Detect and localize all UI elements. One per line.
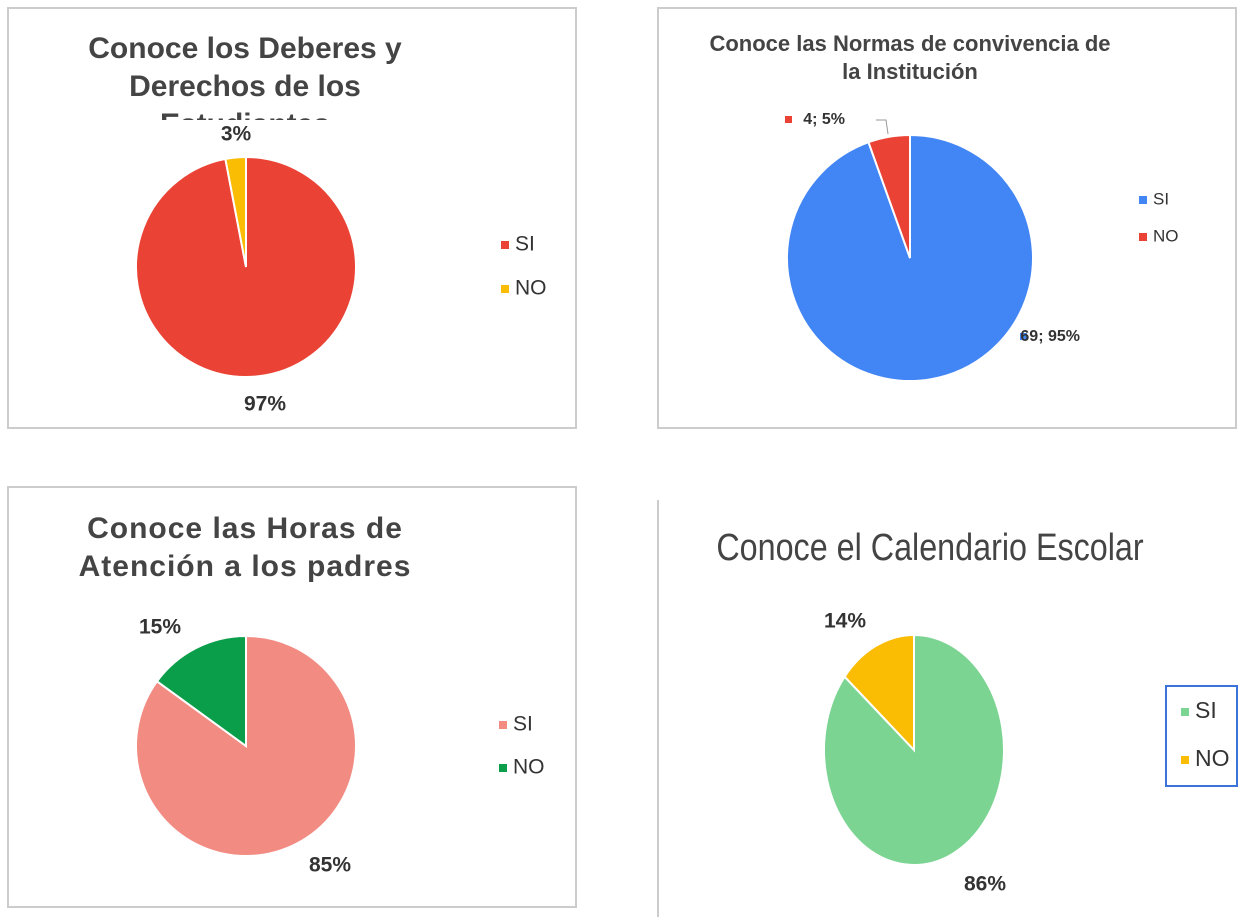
legend-label: NO [513,756,545,779]
legend-swatch [1181,708,1189,716]
legend-label: SI [513,713,533,736]
pie-slice [867,133,911,259]
leader-line [876,119,889,135]
data-label: 97% [244,393,286,416]
label-marker [1020,333,1027,340]
chart-title: Conoce los Deberes y Derechos de los Est… [88,32,402,120]
data-label: 4; 5% [803,111,845,128]
pie-slice [843,633,915,753]
legend-label: NO [1195,745,1230,771]
chart-title: Conoce el Calendario Escolar [716,527,1144,569]
legend-swatch [1139,233,1147,241]
label-marker [785,116,792,123]
data-label: 86% [964,873,1006,896]
chart-title: Conoce las Normas de convivencia de la I… [709,31,1111,84]
legend-swatch [501,241,509,249]
title-box: Conoce las Horas de Atención a los padre… [78,512,412,583]
data-label: 3% [221,123,252,146]
data-label: 14% [824,610,866,633]
legend-swatch [1181,756,1189,764]
legend-label: SI [1195,697,1217,723]
title-box: Conoce los Deberes y Derechos de los Est… [88,32,402,120]
chart-title: Conoce las Horas de Atención a los padre… [78,512,412,583]
data-label: 69; 95% [1020,328,1080,345]
legend-swatch [1139,196,1147,204]
legend-label: SI [1153,189,1169,208]
title-box: Conoce el Calendario Escolar [716,527,1144,569]
title-box: Conoce las Normas de convivencia de la I… [709,31,1111,84]
pie-slice [224,155,247,268]
panel [657,7,1237,429]
data-label: 15% [139,616,181,639]
data-label: 85% [309,854,351,877]
legend-swatch [499,764,507,772]
legend-label: NO [515,277,547,300]
panel [7,7,577,429]
legend-label: SI [515,233,535,256]
pie-slice [155,634,247,748]
legend-label: NO [1153,226,1179,245]
legend-box [1165,685,1238,787]
legend-swatch [499,721,507,729]
panel [7,486,577,908]
legend-swatch [501,285,509,293]
